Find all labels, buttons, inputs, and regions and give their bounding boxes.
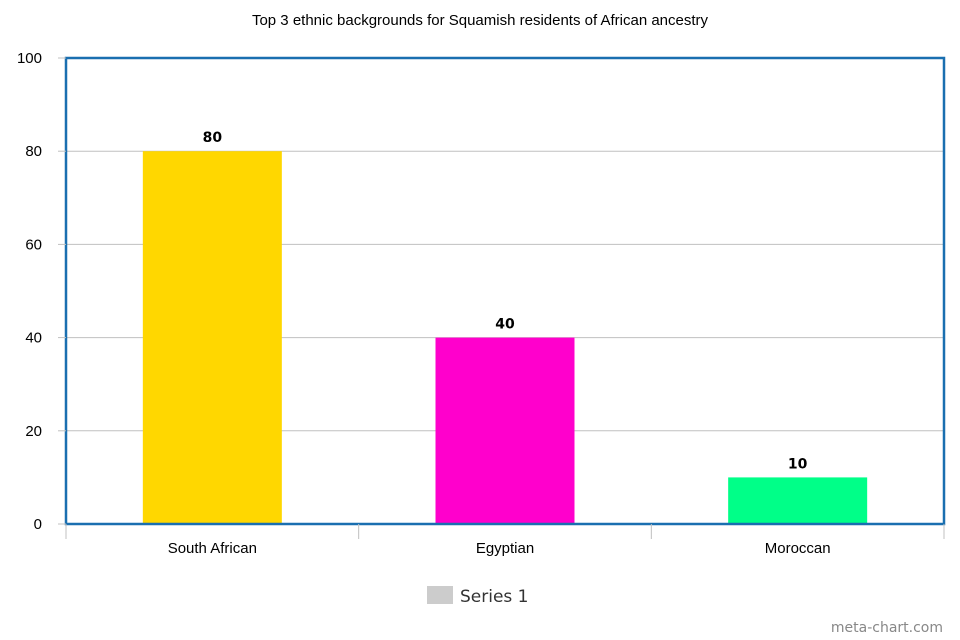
chart-title: Top 3 ethnic backgrounds for Squamish re… [252,12,709,29]
data-label: 80 [203,130,223,146]
data-label: 10 [788,456,808,472]
y-tick-label: 40 [25,330,42,347]
credit-text: meta-chart.com [831,620,943,636]
y-tick-label: 80 [25,143,42,160]
data-label: 40 [495,317,515,333]
legend[interactable]: Series 1 [427,586,529,607]
data-labels: 80 40 10 [203,130,808,472]
y-tick-label: 0 [34,516,42,533]
bar-moroccan[interactable] [728,477,868,524]
x-tick-label: Egyptian [476,540,534,557]
plot-frame [64,56,946,526]
x-tick-label: Moroccan [765,540,831,557]
bar-south-african[interactable] [142,151,282,524]
bars [142,151,868,524]
y-axis: 0 20 40 60 80 100 [17,50,66,533]
x-tick-label: South African [168,540,257,557]
y-tick-label: 100 [17,50,42,67]
x-axis: South African Egyptian Moroccan [65,524,945,557]
bar-egyptian[interactable] [435,337,575,524]
legend-swatch [427,586,453,604]
y-tick-label: 60 [25,236,42,253]
y-tick-label: 20 [25,423,42,440]
legend-label: Series 1 [460,587,529,607]
